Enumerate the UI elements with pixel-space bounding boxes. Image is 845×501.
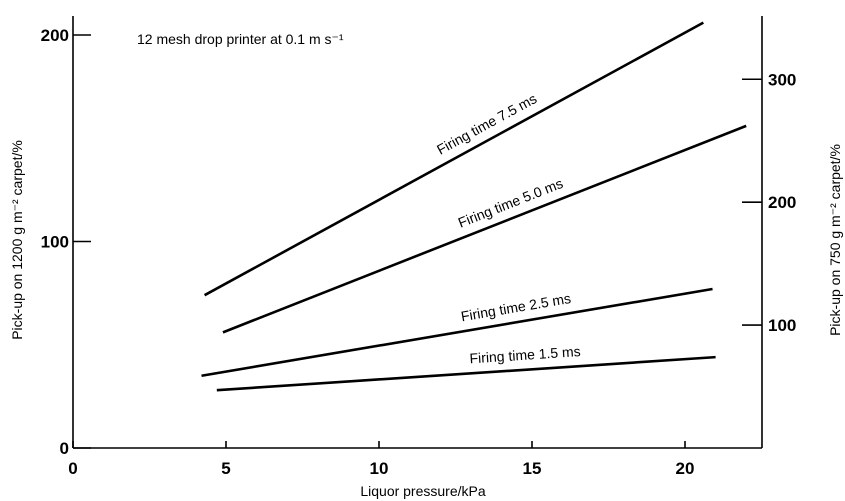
y-tick-label-left-0: 0 <box>60 439 69 458</box>
x-tick-label-2: 10 <box>370 459 389 478</box>
series-lines <box>201 21 747 392</box>
series-label-2: Firing time 2.5 ms <box>460 290 572 324</box>
series-label-0: Firing time 7.5 ms <box>434 90 539 157</box>
chart-annotation: 12 mesh drop printer at 0.1 m s⁻¹ <box>137 31 344 47</box>
series-line-3 <box>216 355 716 392</box>
y-tick-label-left-1: 100 <box>41 233 69 252</box>
axes <box>72 16 763 449</box>
y-axis-title-left: Pick-up on 1200 g m⁻² carpet/% <box>9 140 25 340</box>
y-tick-label-left-2: 200 <box>41 26 69 45</box>
x-tick-label-1: 5 <box>221 459 230 478</box>
x-tick-label-3: 15 <box>523 459 542 478</box>
series-line-0 <box>203 21 704 297</box>
y-tick-label-right-1: 200 <box>768 193 796 212</box>
x-axis-title: Liquor pressure/kPa <box>360 483 486 499</box>
y-tick-label-right-2: 300 <box>768 70 796 89</box>
x-tick-label-0: 0 <box>68 459 77 478</box>
x-tick-label-4: 20 <box>676 459 695 478</box>
series-label-3: Firing time 1.5 ms <box>469 343 581 366</box>
y-tick-label-right-0: 100 <box>768 316 796 335</box>
series-line-1 <box>222 124 747 334</box>
y-axis-title-right: Pick-up on 750 g m⁻² carpet/% <box>827 144 843 336</box>
series-line-2 <box>201 287 713 378</box>
